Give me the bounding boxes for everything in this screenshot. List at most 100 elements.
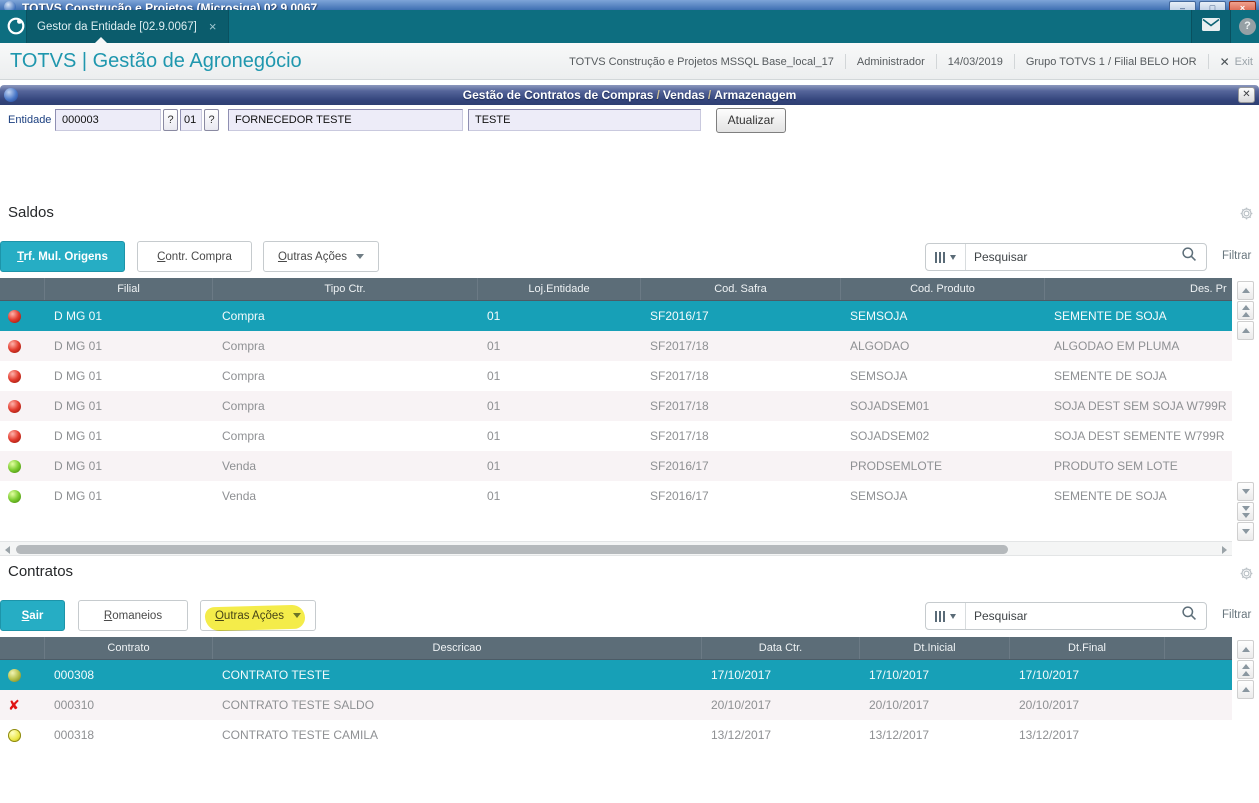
- chevron-down-icon: [950, 613, 956, 619]
- contratos-search-button[interactable]: [1172, 603, 1206, 629]
- title-separator: /: [707, 88, 712, 102]
- app-window-icon: [4, 1, 16, 10]
- status-cell: [0, 361, 45, 391]
- saldos-columns-picker[interactable]: [926, 244, 966, 270]
- exit-button[interactable]: ✕ Exit: [1220, 55, 1253, 69]
- contratos-columns-picker[interactable]: [926, 603, 966, 629]
- status-cell: [0, 331, 45, 361]
- column-header-tipo[interactable]: Tipo Ctr.: [213, 278, 478, 300]
- maximize-button[interactable]: □: [1199, 1, 1226, 10]
- saldos-search-button[interactable]: [1172, 244, 1206, 270]
- status-cell: [0, 301, 45, 331]
- mail-button[interactable]: [1191, 10, 1231, 43]
- status-cell: [0, 660, 45, 690]
- contratos-grid: Contrato Descricao Data Ctr. Dt.Inicial …: [0, 637, 1232, 750]
- scroll-top-icon[interactable]: [1237, 640, 1254, 659]
- update-button[interactable]: Atualizar: [716, 108, 786, 133]
- saldos-search-input[interactable]: [966, 244, 1172, 270]
- app-header: TOTVS | Gestão de Agronegócio TOTVS Cons…: [0, 43, 1259, 80]
- column-header-contrato[interactable]: Contrato: [45, 637, 213, 659]
- column-header-status[interactable]: [0, 637, 45, 659]
- column-header-loja[interactable]: Loj.Entidade: [478, 278, 641, 300]
- column-header-descricao[interactable]: Des. Pr: [1190, 283, 1227, 295]
- table-row[interactable]: D MG 01 Compra 01 SF2016/17 SEMSOJA SEME…: [0, 301, 1232, 331]
- sair-button[interactable]: Sair: [0, 600, 65, 631]
- totvs-logo-icon[interactable]: [6, 16, 26, 41]
- column-header-data-ctr[interactable]: Data Ctr.: [702, 637, 860, 659]
- dialog-icon: [4, 88, 18, 102]
- scroll-bottom-icon[interactable]: [1237, 522, 1254, 541]
- contratos-search-box: [925, 602, 1207, 630]
- romaneios-button[interactable]: Romaneios: [78, 600, 188, 631]
- contratos-filter-link[interactable]: Filtrar: [1222, 609, 1252, 621]
- table-row[interactable]: 000318 CONTRATO TESTE CAMILA 13/12/2017 …: [0, 720, 1232, 750]
- table-row[interactable]: D MG 01 Venda 01 SF2016/17 SEMSOJA SEMEN…: [0, 481, 1232, 511]
- contratos-search-input[interactable]: [966, 603, 1172, 629]
- entity-code-field[interactable]: [55, 109, 161, 131]
- entity-name-field[interactable]: [228, 109, 463, 131]
- environment-label: TOTVS Construção e Projetos MSSQL Base_l…: [569, 55, 834, 68]
- trf-mul-origens-button[interactable]: Trf. Mul. Origens: [0, 241, 125, 272]
- table-row[interactable]: 000310 CONTRATO TESTE SALDO 20/10/2017 2…: [0, 690, 1232, 720]
- scroll-left-icon[interactable]: [0, 542, 15, 557]
- table-row[interactable]: D MG 01 Compra 01 SF2017/18 SOJADSEM02 S…: [0, 421, 1232, 451]
- store-lookup-button[interactable]: ?: [204, 109, 219, 131]
- scroll-up-icon[interactable]: [1237, 321, 1254, 340]
- dialog-close-icon[interactable]: ✕: [1238, 87, 1255, 103]
- columns-icon: [935, 251, 945, 263]
- scroll-page-up-icon[interactable]: [1237, 660, 1254, 679]
- saldos-filter-link[interactable]: Filtrar: [1222, 250, 1252, 262]
- column-header-filial[interactable]: Filial: [45, 278, 213, 300]
- horizontal-scrollbar[interactable]: [0, 541, 1232, 556]
- table-row[interactable]: D MG 01 Venda 01 SF2016/17 PRODSEMLOTE P…: [0, 451, 1232, 481]
- chevron-down-icon: [356, 254, 365, 259]
- minimize-button[interactable]: –: [1169, 1, 1196, 10]
- saldos-gear-icon[interactable]: [1239, 206, 1254, 226]
- status-cell: [0, 451, 45, 481]
- table-row[interactable]: D MG 01 Compra 01 SF2017/18 ALGODAO ALGO…: [0, 331, 1232, 361]
- saldos-search-box: [925, 243, 1207, 271]
- scroll-page-down-icon[interactable]: [1237, 502, 1254, 521]
- store-code-field[interactable]: [180, 109, 202, 131]
- entity-short-name-field[interactable]: [468, 109, 701, 131]
- status-icon: [8, 668, 21, 682]
- search-icon: [1181, 605, 1198, 627]
- table-row[interactable]: 000308 CONTRATO TESTE 17/10/2017 17/10/2…: [0, 660, 1232, 690]
- window-title: TOTVS Construção e Projetos (Microsiga) …: [22, 1, 318, 10]
- table-row[interactable]: D MG 01 Compra 01 SF2017/18 SEMSOJA SEME…: [0, 361, 1232, 391]
- saldos-section-title: Saldos: [8, 204, 54, 221]
- tab-gestor-entidade[interactable]: Gestor da Entidade [02.9.0067] ×: [26, 10, 230, 43]
- saldos-outras-acoes-button[interactable]: Outras Ações: [263, 241, 379, 272]
- column-header-dt-final[interactable]: Dt.Final: [1010, 637, 1165, 659]
- scroll-top-icon[interactable]: [1237, 281, 1254, 300]
- contratos-gear-icon[interactable]: [1239, 566, 1254, 586]
- dialog-title: Gestão de Contratos de Compras / Vendas / Ar…: [462, 88, 797, 102]
- help-icon[interactable]: ?: [1239, 18, 1256, 35]
- scroll-page-up-icon[interactable]: [1237, 301, 1254, 320]
- contr-compra-button[interactable]: Contr. Compra: [137, 241, 252, 272]
- contratos-section-title: Contratos: [8, 563, 74, 580]
- scroll-up-icon[interactable]: [1237, 680, 1254, 699]
- divider: [844, 54, 846, 69]
- active-tab-pointer: [95, 37, 107, 43]
- scrollbar-thumb[interactable]: [16, 545, 1008, 554]
- scroll-right-icon[interactable]: [1217, 542, 1232, 557]
- status-icon: [8, 728, 21, 742]
- contratos-outras-acoes-button[interactable]: Outras Ações: [200, 600, 316, 632]
- table-row[interactable]: D MG 01 Compra 01 SF2017/18 SOJADSEM01 S…: [0, 391, 1232, 421]
- column-header-safra[interactable]: Cod. Safra: [641, 278, 841, 300]
- envelope-icon: [1202, 17, 1220, 36]
- close-button[interactable]: ×: [1229, 1, 1256, 10]
- column-header-produto[interactable]: Cod. Produto: [841, 278, 1045, 300]
- saldos-grid-header: Filial Tipo Ctr. Loj.Entidade Cod. Safra…: [0, 278, 1232, 301]
- status-icon: [8, 339, 21, 353]
- divider: [935, 54, 937, 69]
- column-header-descricao[interactable]: Descricao: [213, 637, 702, 659]
- tab-close-icon[interactable]: ×: [208, 19, 217, 34]
- column-header-status[interactable]: [0, 278, 45, 300]
- brand-title: TOTVS | Gestão de Agronegócio: [10, 50, 302, 72]
- scroll-down-icon[interactable]: [1237, 482, 1254, 501]
- entity-lookup-button[interactable]: ?: [163, 109, 178, 131]
- column-header-dt-inicial[interactable]: Dt.Inicial: [860, 637, 1010, 659]
- column-header-extra[interactable]: [1165, 637, 1232, 659]
